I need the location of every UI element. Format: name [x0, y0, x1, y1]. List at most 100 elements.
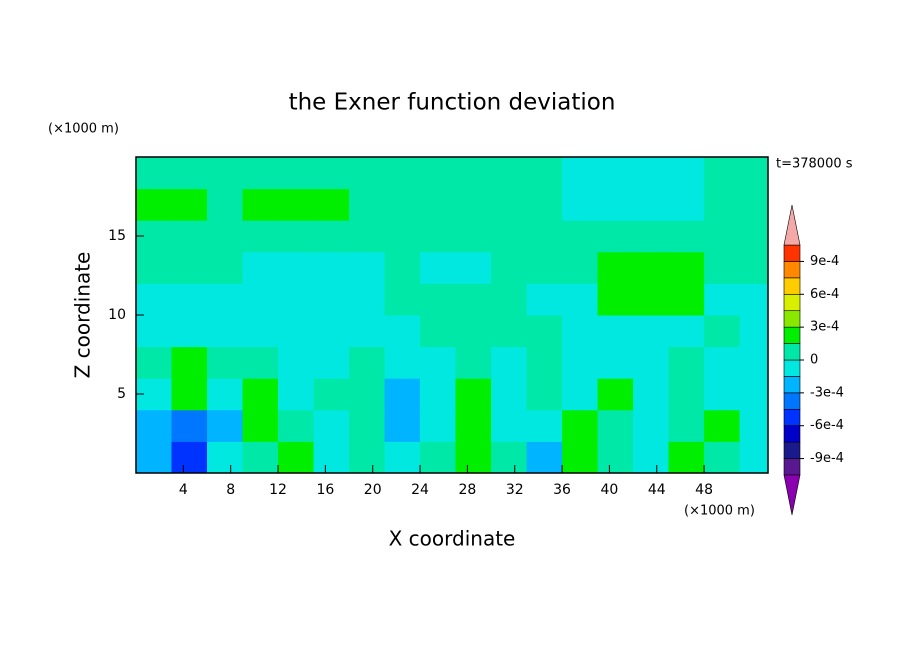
field-cell: [739, 157, 768, 190]
colorbar-box: [783, 310, 801, 328]
field-cell: [136, 251, 173, 284]
field-cell: [384, 283, 421, 316]
colorbar-box: [783, 277, 801, 295]
field-cell: [242, 283, 279, 316]
field-cell: [633, 378, 670, 411]
y-tick-label: 10: [108, 307, 126, 323]
chart-title: the Exner function deviation: [289, 90, 616, 116]
field-cell: [349, 441, 386, 473]
field-cell: [207, 283, 244, 316]
field-cell: [491, 157, 528, 190]
field-cell: [349, 346, 386, 379]
field-cell: [491, 251, 528, 284]
field-cell: [278, 315, 315, 348]
field-cell: [136, 346, 173, 379]
field-cell: [136, 409, 173, 442]
field-cell: [455, 220, 492, 253]
field-cell: [242, 220, 279, 253]
time-annotation: t=378000 s: [776, 157, 853, 172]
field-cell: [171, 157, 208, 190]
field-cell: [136, 157, 173, 190]
field-cell: [136, 441, 173, 473]
field-cell: [455, 157, 492, 190]
field-cell: [136, 283, 173, 316]
field-cell: [562, 315, 599, 348]
field-cell: [668, 378, 705, 411]
colorbar-box: [783, 441, 801, 459]
field-cell: [207, 188, 244, 221]
field-cell: [633, 346, 670, 379]
x-tick-label: 28: [458, 482, 476, 498]
y-tick-label: 15: [108, 228, 126, 244]
field-cell: [739, 441, 768, 473]
colorbar-box: [783, 425, 801, 443]
field-cell: [384, 441, 421, 473]
field-cell: [633, 441, 670, 473]
colorbar-tick-label: -6e-4: [810, 418, 844, 433]
field-cell: [704, 315, 741, 348]
field-cell: [491, 346, 528, 379]
x-axis-label: X coordinate: [389, 527, 516, 551]
field-cell: [739, 315, 768, 348]
field-cell: [455, 409, 492, 442]
field-cell: [633, 251, 670, 284]
field-cell: [597, 220, 634, 253]
field-cell: [455, 346, 492, 379]
field-cell: [739, 188, 768, 221]
field-cell: [420, 378, 457, 411]
field-cell: [349, 409, 386, 442]
field-cell: [349, 251, 386, 284]
field-cell: [384, 188, 421, 221]
field-cell: [455, 251, 492, 284]
field-cell: [420, 251, 457, 284]
field-cell: [668, 441, 705, 473]
field-cell: [207, 346, 244, 379]
field-cell: [420, 188, 457, 221]
field-cell: [704, 283, 741, 316]
x-tick-label: 40: [600, 482, 618, 498]
field-cell: [384, 251, 421, 284]
field-cell: [562, 188, 599, 221]
field-cell: [562, 409, 599, 442]
field-cell: [562, 157, 599, 190]
field-cell: [704, 409, 741, 442]
field-cell: [562, 283, 599, 316]
field-cell: [491, 315, 528, 348]
colorbar-tick-label: 6e-4: [810, 287, 839, 302]
field-cell: [171, 251, 208, 284]
colorbar-box: [783, 392, 801, 410]
field-cell: [349, 188, 386, 221]
field-cell: [242, 441, 279, 473]
field-cell: [739, 251, 768, 284]
field-cell: [739, 220, 768, 253]
colorbar-box: [783, 244, 801, 262]
field-cell: [526, 157, 563, 190]
field-cell: [633, 220, 670, 253]
field-cell: [384, 220, 421, 253]
field-cell: [278, 220, 315, 253]
colorbar-box: [783, 458, 801, 476]
field-cell: [633, 409, 670, 442]
x-tick-label: 32: [506, 482, 524, 498]
colorbar-box: [783, 408, 801, 427]
field-cell: [455, 283, 492, 316]
field-cell: [242, 378, 279, 411]
colorbar-tick-label: -3e-4: [810, 385, 844, 400]
field-cell: [704, 251, 741, 284]
y-tick-label: 5: [117, 386, 126, 402]
field-cell: [242, 409, 279, 442]
field-cell: [597, 251, 634, 284]
field-cell: [526, 378, 563, 411]
field-cell: [420, 346, 457, 379]
field-cell: [313, 283, 350, 316]
field-cell: [420, 283, 457, 316]
field-cell: [349, 378, 386, 411]
field-cell: [668, 188, 705, 221]
field-cell: [278, 346, 315, 379]
field-cell: [739, 283, 768, 316]
field-cell: [668, 157, 705, 190]
field-cell: [633, 283, 670, 316]
colorbar-box: [783, 359, 801, 377]
field-cell: [136, 188, 173, 221]
field-cell: [526, 346, 563, 379]
